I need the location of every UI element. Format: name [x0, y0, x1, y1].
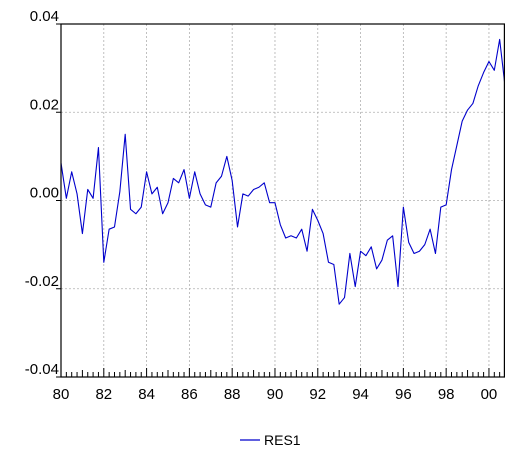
grid [61, 24, 505, 377]
x-tick-label: 84 [138, 386, 155, 403]
y-tick-label: 0.02 [30, 96, 59, 113]
x-tick-label: 88 [224, 386, 241, 403]
x-tick-label: 00 [481, 386, 498, 403]
series-layer [60, 38, 505, 305]
y-tick-label: -0.02 [25, 273, 59, 290]
x-tick-label: 96 [395, 386, 412, 403]
series-line-res1 [60, 38, 505, 305]
y-tick-label: 0.04 [30, 8, 59, 25]
x-tick-label: 94 [352, 386, 369, 403]
x-minor-ticks [60, 368, 505, 377]
legend: RES1 [240, 432, 301, 448]
x-tick-label: 90 [267, 386, 284, 403]
x-tick-label: 92 [309, 386, 326, 403]
x-tick-label: 82 [95, 386, 112, 403]
y-tick-label: 0.00 [30, 185, 59, 202]
x-tick-label: 86 [181, 386, 198, 403]
x-axis: 80 82 84 86 88 90 92 94 96 98 00 [53, 386, 498, 403]
y-tick-label: -0.04 [25, 361, 59, 378]
legend-label: RES1 [264, 432, 301, 448]
x-tick-label: 80 [53, 386, 70, 403]
y-axis: 0.04 0.02 0.00 -0.02 -0.04 [25, 8, 61, 378]
x-tick-label: 98 [438, 386, 455, 403]
